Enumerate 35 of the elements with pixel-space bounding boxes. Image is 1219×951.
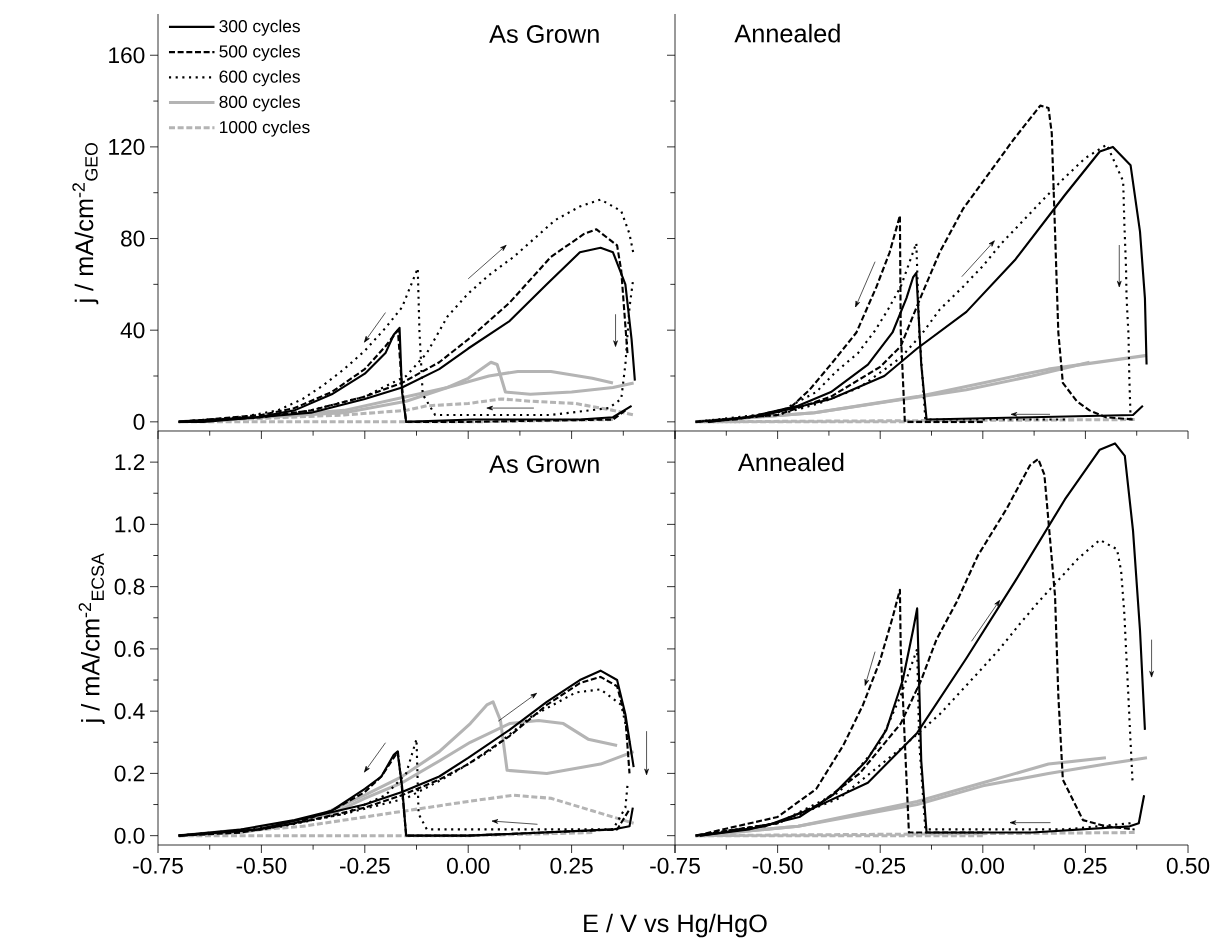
y-tick-label: 0.8 <box>114 578 145 595</box>
y-tick-label: 40 <box>120 322 145 339</box>
legend-label: 1000 cycles <box>220 120 310 137</box>
x-tick-label: 0.25 <box>550 857 593 874</box>
y-tick-label: 1.2 <box>115 454 145 471</box>
y-tick-label: 0.0 <box>114 827 145 844</box>
x-tick-label: -0.25 <box>855 857 906 874</box>
annotation: As Grown <box>489 25 599 43</box>
legend-label: 500 cycles <box>219 44 300 61</box>
y-tick-label: 0 <box>133 413 145 430</box>
x-tick-label: 0.00 <box>961 857 1004 874</box>
y-tick-label: 0.4 <box>114 703 145 720</box>
y-axis-title: j / mA/cm$^{-2}$GEO <box>72 142 99 305</box>
y-tick-label: 0.6 <box>114 640 145 657</box>
x-tick-label: 0.25 <box>1064 857 1107 874</box>
y-tick-label: 160 <box>109 47 145 64</box>
x-axis-title: E / V vs Hg/HgO <box>584 913 767 938</box>
y-tick-label: 120 <box>109 138 145 155</box>
x-tick-label: -0.50 <box>752 857 803 874</box>
x-tick-label: -0.75 <box>650 857 700 874</box>
legend-label: 300 cycles <box>219 19 300 36</box>
x-tick-label: -0.50 <box>236 857 287 874</box>
y-axis-title: j / mA/cm$^{-2}$ECSA <box>78 553 105 725</box>
legend-label: 600 cycles <box>219 70 300 87</box>
x-tick-label: -0.75 <box>133 857 183 874</box>
x-tick-label: 0.00 <box>447 857 490 874</box>
annotation: Annealed <box>734 23 840 43</box>
legend-label: 800 cycles <box>219 95 300 112</box>
y-tick-label: 1.0 <box>115 516 145 533</box>
annotation: Annealed <box>737 452 844 472</box>
x-tick-label: -0.25 <box>339 857 390 874</box>
x-tick-label: 0.50 <box>1166 857 1210 874</box>
annotation: As Grown <box>489 455 599 474</box>
y-tick-label: 0.2 <box>114 765 145 782</box>
y-tick-label: 80 <box>121 230 145 247</box>
